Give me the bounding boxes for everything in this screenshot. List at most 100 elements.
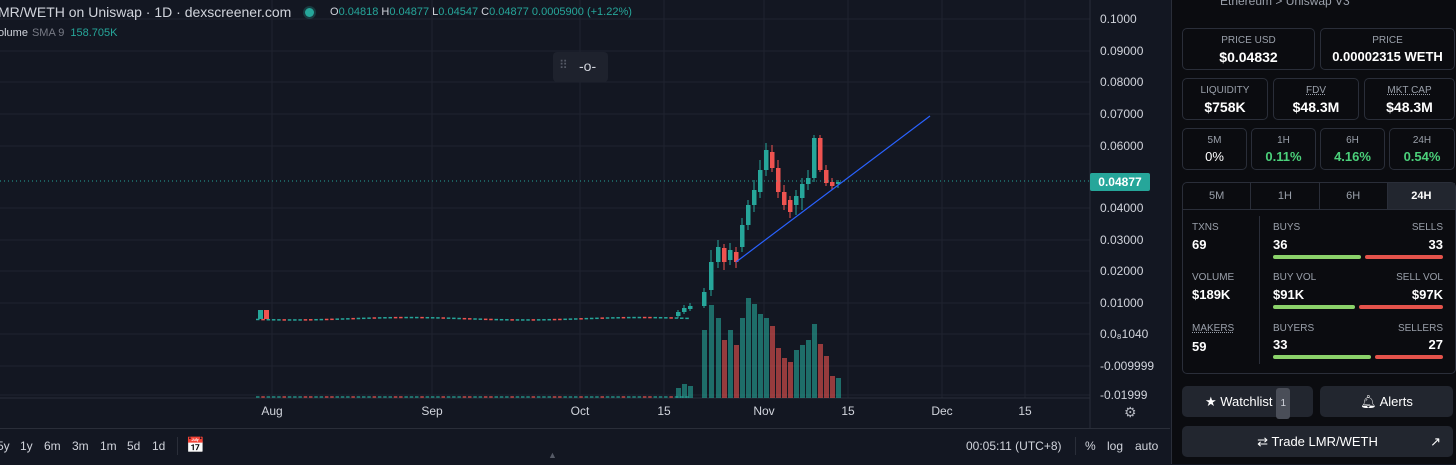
log-scale-button[interactable]: log xyxy=(1107,439,1124,453)
candle xyxy=(351,317,355,320)
candle xyxy=(595,317,599,320)
price-tick: -0.009999 xyxy=(1100,359,1155,373)
chart-grid xyxy=(0,0,1091,428)
volume-bar xyxy=(680,396,684,398)
buyers-bar xyxy=(1273,355,1371,359)
candle xyxy=(740,225,745,247)
candle xyxy=(409,316,414,319)
volume-bar xyxy=(441,396,445,398)
expand-arrow-icon[interactable]: ▲ xyxy=(548,450,557,460)
volume-bar xyxy=(836,378,841,398)
candle xyxy=(770,152,775,168)
drawing-toolbar[interactable]: ⠿ -o- xyxy=(553,52,608,82)
volume-bar xyxy=(547,396,551,398)
candle xyxy=(531,319,536,321)
chart-settings-icon[interactable]: ⚙ xyxy=(1124,404,1137,420)
ohlc-readout: O0.04818 H0.04877 L0.04547 C0.04877 0.00… xyxy=(330,6,632,18)
volume-bar xyxy=(734,345,739,398)
volume-bar xyxy=(261,396,265,398)
candle xyxy=(728,250,733,260)
timeframe-5d-button[interactable]: 5d xyxy=(127,439,141,453)
volume-bar xyxy=(483,396,488,398)
volume-bar xyxy=(351,396,355,398)
candle xyxy=(547,318,551,321)
candle xyxy=(494,318,498,321)
alerts-button[interactable]: 🔔︎ Alerts xyxy=(1320,386,1453,417)
volume-bar xyxy=(702,330,707,398)
candle xyxy=(658,316,663,319)
change-6h-card[interactable]: 6H 4.16% xyxy=(1320,128,1385,170)
percent-scale-button[interactable]: % xyxy=(1085,439,1096,453)
volume-bar xyxy=(669,396,673,398)
timeframe-1d-button[interactable]: 1d xyxy=(152,439,166,453)
price-tick: 0.07000 xyxy=(1100,107,1144,121)
candle xyxy=(314,318,318,321)
volume-value: $189K xyxy=(1192,287,1231,302)
timeframe-1m-button[interactable]: 1m xyxy=(100,439,117,453)
timeframe-6m-button[interactable]: 6m xyxy=(44,439,61,453)
volume-bar xyxy=(682,384,687,398)
buyers-label: BUYERS xyxy=(1273,323,1315,334)
timeframe-1y-button[interactable]: 1y xyxy=(20,439,33,453)
candle xyxy=(676,312,681,316)
candle xyxy=(457,317,461,320)
candle xyxy=(574,318,578,320)
price-chart[interactable] xyxy=(0,0,1170,428)
candle xyxy=(335,318,339,320)
candle xyxy=(473,318,477,320)
buy-vol-value: $91K xyxy=(1273,287,1305,302)
change-24h-card[interactable]: 24H 0.54% xyxy=(1389,128,1455,170)
timeframe-3m-button[interactable]: 3m xyxy=(72,439,89,453)
timeframe-5y-button[interactable]: 5y xyxy=(0,439,10,453)
volume-bar xyxy=(409,396,414,398)
volume-bar xyxy=(314,396,318,398)
price-tick: 0.08000 xyxy=(1100,75,1144,89)
candle xyxy=(261,318,265,321)
time-tick: Sep xyxy=(421,404,443,418)
volume-bar xyxy=(800,345,805,398)
sellers-bar xyxy=(1375,355,1443,359)
tab-24h[interactable]: 24H xyxy=(1387,183,1455,209)
toolbar-divider xyxy=(177,437,178,455)
line-tool-icon[interactable]: -o- xyxy=(579,58,597,74)
change-1h-card[interactable]: 1H 0.11% xyxy=(1251,128,1316,170)
volume-legend: olume SMA 9 158.705K xyxy=(0,27,118,39)
volume-bar xyxy=(531,396,536,398)
star-icon: ★ xyxy=(1204,394,1217,409)
candle xyxy=(298,319,302,321)
drag-handle-icon[interactable]: ⠿ xyxy=(559,58,568,72)
volume-bar xyxy=(324,396,329,398)
candle xyxy=(674,317,679,319)
candle xyxy=(536,319,541,321)
candle xyxy=(510,319,514,321)
price-tick: 0.04000 xyxy=(1100,201,1144,215)
volume-bar xyxy=(473,396,477,398)
time-tick: 15 xyxy=(841,404,855,418)
candle xyxy=(734,252,739,262)
sells-label: SELLS xyxy=(1411,222,1443,233)
tab-5m[interactable]: 5M xyxy=(1183,183,1252,209)
change-5m-card[interactable]: 5M 0% xyxy=(1182,128,1247,170)
volume-bar xyxy=(510,396,514,398)
breadcrumb[interactable]: Ethereum > Uniswap V3 xyxy=(1220,0,1350,8)
calendar-icon[interactable]: 📅 xyxy=(186,437,205,454)
tab-1h[interactable]: 1H xyxy=(1251,183,1320,209)
volume-bar xyxy=(420,396,424,398)
tab-6h[interactable]: 6H xyxy=(1320,183,1388,209)
auto-scale-button[interactable]: auto xyxy=(1135,439,1159,453)
volume-bar xyxy=(399,396,403,398)
volume-bars xyxy=(256,298,841,398)
candle xyxy=(552,318,557,321)
volume-bar xyxy=(568,396,573,398)
watchlist-button[interactable]: ★ Watchlist 1 xyxy=(1182,386,1313,419)
price-native-value: 0.00002315 WETH xyxy=(1332,49,1443,64)
fdv-card: FDV $48.3M xyxy=(1273,78,1359,120)
candle xyxy=(584,317,589,320)
chart-area[interactable]: MR/WETH on Uniswap · 1D · dexscreener.co… xyxy=(0,0,1170,464)
candle xyxy=(702,292,707,306)
candle xyxy=(709,262,714,290)
trade-button[interactable]: ⇄ Trade LMR/WETH ↗ xyxy=(1182,426,1453,457)
buys-label: BUYS xyxy=(1273,222,1301,233)
external-link-icon[interactable]: ↗ xyxy=(1430,434,1441,449)
price-tick: 0.03000 xyxy=(1100,233,1144,247)
